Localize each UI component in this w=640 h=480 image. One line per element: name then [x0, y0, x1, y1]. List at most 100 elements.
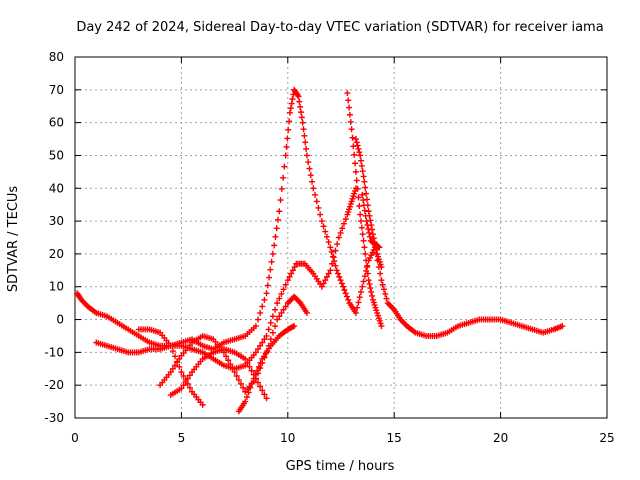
data-point [247, 384, 254, 391]
data-point [291, 323, 298, 330]
data-point [346, 104, 353, 111]
data-point [330, 254, 337, 261]
data-point [167, 342, 174, 349]
data-point [360, 173, 367, 180]
data-point [254, 367, 261, 374]
data-point [378, 264, 385, 271]
data-point [366, 281, 373, 288]
data-point [174, 358, 181, 365]
data-point [261, 336, 268, 343]
data-point [257, 383, 264, 390]
y-tick-label: 10 [49, 280, 64, 294]
data-point [355, 299, 362, 306]
data-point [257, 359, 264, 366]
y-tick-label: 50 [49, 148, 64, 162]
data-point [282, 281, 289, 288]
data-point [369, 292, 376, 299]
data-point [287, 105, 294, 112]
data-point [365, 277, 372, 284]
data-point [269, 329, 276, 336]
data-point [343, 293, 350, 300]
data-point [268, 258, 275, 265]
data-point [361, 207, 368, 214]
data-point [327, 244, 334, 251]
data-point [271, 242, 278, 249]
data-point [278, 290, 285, 297]
data-point [172, 353, 179, 360]
data-point [288, 100, 295, 107]
data-point [360, 202, 367, 209]
y-axis-label: SDTVAR / TECUs [6, 186, 21, 293]
data-point [358, 157, 365, 164]
data-point [359, 283, 366, 290]
data-point [361, 178, 368, 185]
data-point [379, 281, 386, 288]
data-point [167, 369, 174, 376]
data-point [356, 294, 363, 301]
data-point [335, 270, 342, 277]
series-satellite-track-A [74, 86, 566, 353]
y-tick-label: 80 [49, 50, 64, 64]
y-tick-label: 70 [49, 83, 64, 97]
data-point [345, 296, 352, 303]
data-point [358, 224, 365, 231]
data-point [320, 280, 327, 287]
data-point [289, 267, 296, 274]
data-point [322, 228, 329, 235]
data-point [363, 264, 370, 271]
data-point [303, 152, 310, 159]
data-point [276, 313, 283, 320]
data-point [242, 398, 249, 405]
data-point [559, 323, 566, 330]
data-point [272, 233, 279, 240]
data-point [345, 97, 352, 104]
data-point [339, 225, 346, 232]
data-point [301, 132, 308, 139]
data-point [267, 319, 274, 326]
data-point [255, 363, 262, 370]
data-point [366, 233, 373, 240]
data-point [342, 216, 349, 223]
y-tick-label: 30 [49, 214, 64, 228]
data-point [242, 355, 249, 362]
data-point [244, 359, 251, 366]
data-point [263, 332, 270, 339]
data-point [245, 389, 252, 396]
y-tick-label: 0 [56, 313, 64, 327]
data-point [360, 197, 367, 204]
data-point [363, 190, 370, 197]
data-point [295, 93, 302, 100]
data-point [300, 126, 307, 133]
data-point [356, 149, 363, 156]
series-satellite-track-E [167, 346, 270, 402]
data-point [276, 295, 283, 302]
x-tick-label: 25 [599, 431, 614, 445]
data-point [282, 152, 289, 159]
data-point [284, 135, 291, 142]
data-point [272, 323, 279, 330]
data-point [320, 223, 327, 230]
data-point [250, 375, 257, 382]
data-point [267, 266, 274, 273]
data-point [237, 380, 244, 387]
data-point [322, 277, 329, 284]
data-point [291, 264, 298, 271]
data-point [274, 316, 281, 323]
data-point [229, 365, 236, 372]
data-point [282, 303, 289, 310]
data-point [302, 139, 309, 146]
data-point [275, 216, 282, 223]
data-point [286, 118, 293, 125]
data-point [280, 174, 287, 181]
data-point [235, 376, 242, 383]
data-point [352, 160, 359, 167]
data-point [297, 109, 304, 116]
data-point [359, 191, 366, 198]
data-point [306, 165, 313, 172]
data-point [360, 237, 367, 244]
data-point [337, 277, 344, 284]
data-point [328, 248, 335, 255]
data-point [354, 185, 361, 192]
chart-title: Day 242 of 2024, Sidereal Day-to-day VTE… [76, 20, 603, 35]
